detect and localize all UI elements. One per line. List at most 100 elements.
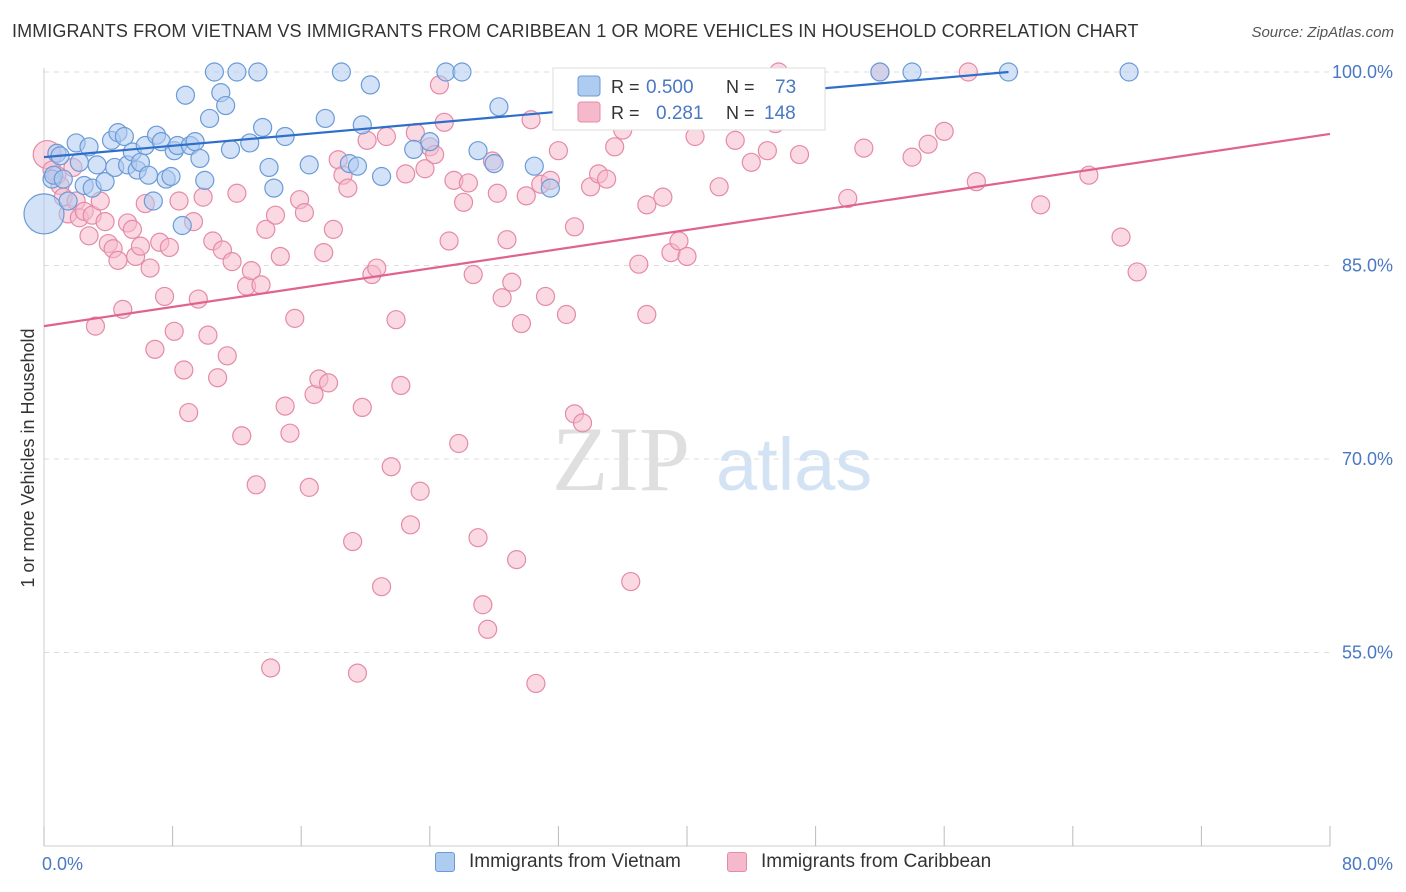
y-tick-label: 100.0% [1332, 62, 1393, 82]
vietnam-point [79, 137, 99, 157]
vietnam-point [259, 157, 279, 178]
caribbean-point [246, 475, 266, 495]
caribbean-point [468, 528, 488, 548]
caribbean-point [709, 177, 729, 197]
caribbean-point [347, 663, 368, 683]
caribbean-point [1031, 195, 1051, 215]
caribbean-point [159, 237, 179, 258]
vietnam-point [870, 62, 890, 82]
caribbean-point [154, 286, 175, 307]
vietnam-point [143, 191, 163, 211]
caribbean-point [352, 397, 372, 417]
caribbean-point [400, 515, 421, 535]
caribbean-point [653, 187, 673, 207]
vietnam-point [1119, 62, 1139, 82]
caribbean-point [174, 360, 194, 380]
vietnam-point [253, 117, 273, 138]
vietnam-point [452, 62, 472, 82]
caribbean-point [208, 368, 228, 388]
vietnam-point [69, 152, 89, 172]
y-tick-labels: 55.0% 70.0% 85.0% 100.0% [1332, 62, 1393, 663]
caribbean-point [463, 264, 483, 285]
vietnam-point [489, 97, 509, 117]
caribbean-point [79, 226, 99, 246]
caribbean-point [1111, 227, 1131, 247]
caribbean-point [217, 346, 237, 366]
caribbean-point [95, 212, 115, 232]
caribbean-point [198, 325, 218, 345]
caribbean-trend-line [43, 132, 1331, 328]
source-credit: Source: ZipAtlas.com [1251, 24, 1394, 41]
caribbean-point [256, 219, 276, 239]
bottom-legend: Immigrants from Vietnam Immigrants from … [0, 851, 1406, 881]
caribbean-point [299, 477, 319, 497]
vietnam-trend-line [43, 70, 1009, 159]
caribbean-point [741, 152, 761, 172]
vietnam-point [360, 75, 380, 95]
vietnam-point [227, 62, 247, 82]
caribbean-point [621, 571, 641, 592]
legend-caribbean-n-label: N = [726, 103, 755, 123]
legend-label-vietnam: Immigrants from Vietnam [469, 851, 681, 872]
caribbean-point [556, 304, 577, 325]
caribbean-point [371, 577, 392, 597]
y-tick-label: 70.0% [1342, 449, 1393, 469]
caribbean-point [391, 375, 411, 396]
y-axis-label: 1 or more Vehicles in Household [18, 328, 38, 587]
caribbean-point [918, 134, 938, 154]
legend-vietnam-r-label: R = [611, 77, 640, 97]
caribbean-point [1127, 262, 1147, 282]
vietnam-point [195, 170, 215, 190]
caribbean-point [275, 396, 295, 416]
vietnam-point [299, 155, 319, 175]
caribbean-point [261, 658, 281, 678]
caribbean-point [637, 304, 657, 325]
vietnam-point [95, 172, 115, 192]
vietnam-point [138, 165, 159, 185]
vietnam-point [315, 108, 335, 129]
caribbean-point [285, 308, 305, 328]
vietnam-point [347, 156, 368, 176]
vietnam-point [420, 132, 440, 152]
caribbean-point [507, 550, 527, 570]
caribbean-point [789, 144, 810, 165]
legend-vietnam-n-label: N = [726, 77, 755, 97]
caribbean-point [535, 286, 556, 307]
legend-item-caribbean: Immigrants from Caribbean [727, 851, 991, 873]
caribbean-point [516, 186, 536, 206]
caribbean-point [564, 217, 585, 237]
caribbean-point [492, 288, 512, 308]
vietnam-point [204, 62, 224, 82]
caribbean-point [130, 236, 151, 256]
vietnam-point [436, 62, 456, 82]
caribbean-point [934, 121, 954, 141]
vietnam-point [902, 62, 922, 82]
x-tick-label: 80.0% [1342, 854, 1393, 874]
vietnam-point [172, 215, 192, 236]
legend-caribbean-n: 148 [764, 103, 796, 124]
caribbean-point [169, 191, 189, 211]
caribbean-point [343, 531, 363, 552]
vietnam-point [190, 148, 210, 169]
caribbean-point [757, 141, 777, 161]
caribbean-point [473, 595, 493, 615]
caribbean-point [323, 219, 343, 239]
trend-lines [43, 70, 1331, 328]
caribbean-point [497, 230, 517, 250]
legend-vietnam-n: 73 [775, 77, 796, 98]
caribbean-point [449, 433, 469, 454]
vietnam-point [331, 62, 351, 82]
caribbean-point [108, 250, 128, 270]
inset-legend: R = 0.500 N = 73 R = 0.281 N = 148 [552, 67, 826, 131]
vietnam-point [248, 62, 268, 82]
caribbean-point [605, 137, 625, 157]
caribbean-point [227, 183, 247, 203]
caribbean-point [629, 254, 649, 274]
vietnam-point [53, 169, 73, 189]
caribbean-point [140, 258, 160, 278]
caribbean-point [902, 147, 922, 167]
caribbean-point [164, 321, 184, 341]
vietnam-point [216, 95, 236, 116]
vietnam-point [161, 166, 181, 187]
caribbean-point [439, 231, 459, 251]
